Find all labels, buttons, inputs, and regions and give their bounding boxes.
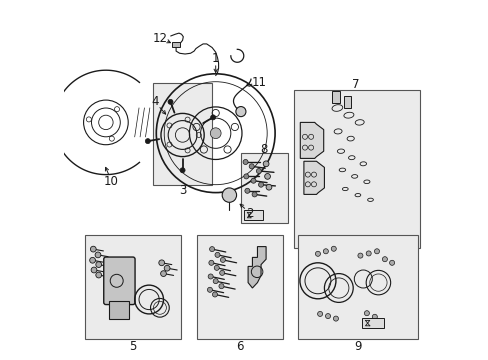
Circle shape: [220, 257, 225, 262]
Text: 3: 3: [179, 184, 186, 197]
Circle shape: [95, 252, 101, 258]
Circle shape: [96, 272, 102, 278]
Circle shape: [91, 267, 97, 273]
Circle shape: [207, 287, 212, 292]
Circle shape: [235, 107, 245, 117]
Bar: [343, 96, 351, 108]
Polygon shape: [300, 122, 323, 158]
Circle shape: [325, 314, 330, 319]
Circle shape: [89, 257, 95, 263]
Circle shape: [364, 311, 368, 316]
Text: 11: 11: [251, 76, 266, 89]
Circle shape: [90, 246, 96, 252]
Circle shape: [208, 260, 213, 265]
Circle shape: [243, 159, 247, 165]
Circle shape: [315, 251, 320, 256]
Text: 9: 9: [353, 340, 361, 353]
Text: 4: 4: [151, 95, 159, 108]
Circle shape: [323, 249, 328, 254]
Bar: [197, 235, 283, 339]
Circle shape: [374, 249, 379, 254]
Circle shape: [180, 168, 185, 173]
Bar: [241, 153, 287, 223]
Circle shape: [382, 257, 386, 262]
Circle shape: [371, 314, 377, 319]
Bar: [85, 235, 181, 339]
Circle shape: [330, 246, 336, 251]
Circle shape: [214, 265, 219, 270]
Circle shape: [164, 265, 170, 271]
Text: 2: 2: [246, 207, 253, 220]
Circle shape: [96, 262, 102, 267]
FancyBboxPatch shape: [103, 257, 135, 305]
Circle shape: [210, 128, 221, 139]
Bar: [109, 301, 129, 319]
Text: 5: 5: [129, 340, 136, 353]
Circle shape: [208, 274, 213, 279]
Circle shape: [265, 184, 271, 190]
Text: 6: 6: [236, 340, 244, 353]
Circle shape: [389, 260, 394, 265]
Circle shape: [256, 168, 261, 174]
Circle shape: [244, 174, 248, 179]
Bar: [244, 210, 262, 220]
Circle shape: [264, 174, 270, 179]
Circle shape: [219, 270, 224, 275]
Circle shape: [263, 161, 268, 167]
Polygon shape: [303, 161, 324, 194]
Polygon shape: [247, 247, 265, 288]
Bar: [297, 235, 418, 339]
Circle shape: [215, 252, 220, 257]
Circle shape: [219, 284, 224, 289]
Circle shape: [145, 139, 150, 144]
Circle shape: [366, 251, 370, 256]
Circle shape: [168, 99, 173, 104]
Circle shape: [209, 247, 214, 252]
Circle shape: [250, 178, 256, 183]
Circle shape: [249, 164, 254, 169]
Text: 10: 10: [103, 175, 119, 188]
Circle shape: [251, 192, 257, 197]
Circle shape: [160, 271, 166, 276]
Circle shape: [333, 316, 338, 321]
Circle shape: [222, 188, 236, 202]
Text: 1: 1: [211, 52, 219, 65]
Text: 12: 12: [152, 32, 167, 45]
Circle shape: [159, 260, 164, 266]
Circle shape: [244, 188, 249, 193]
Circle shape: [357, 253, 362, 258]
Bar: [331, 91, 339, 103]
Circle shape: [317, 311, 322, 316]
Circle shape: [213, 279, 218, 284]
Bar: [294, 90, 419, 248]
Bar: [172, 42, 179, 47]
Circle shape: [210, 115, 215, 120]
Circle shape: [212, 292, 217, 297]
Text: 8: 8: [260, 143, 267, 156]
Bar: [361, 318, 383, 328]
Text: 7: 7: [352, 78, 359, 91]
Circle shape: [258, 182, 263, 187]
Bar: [152, 83, 212, 185]
